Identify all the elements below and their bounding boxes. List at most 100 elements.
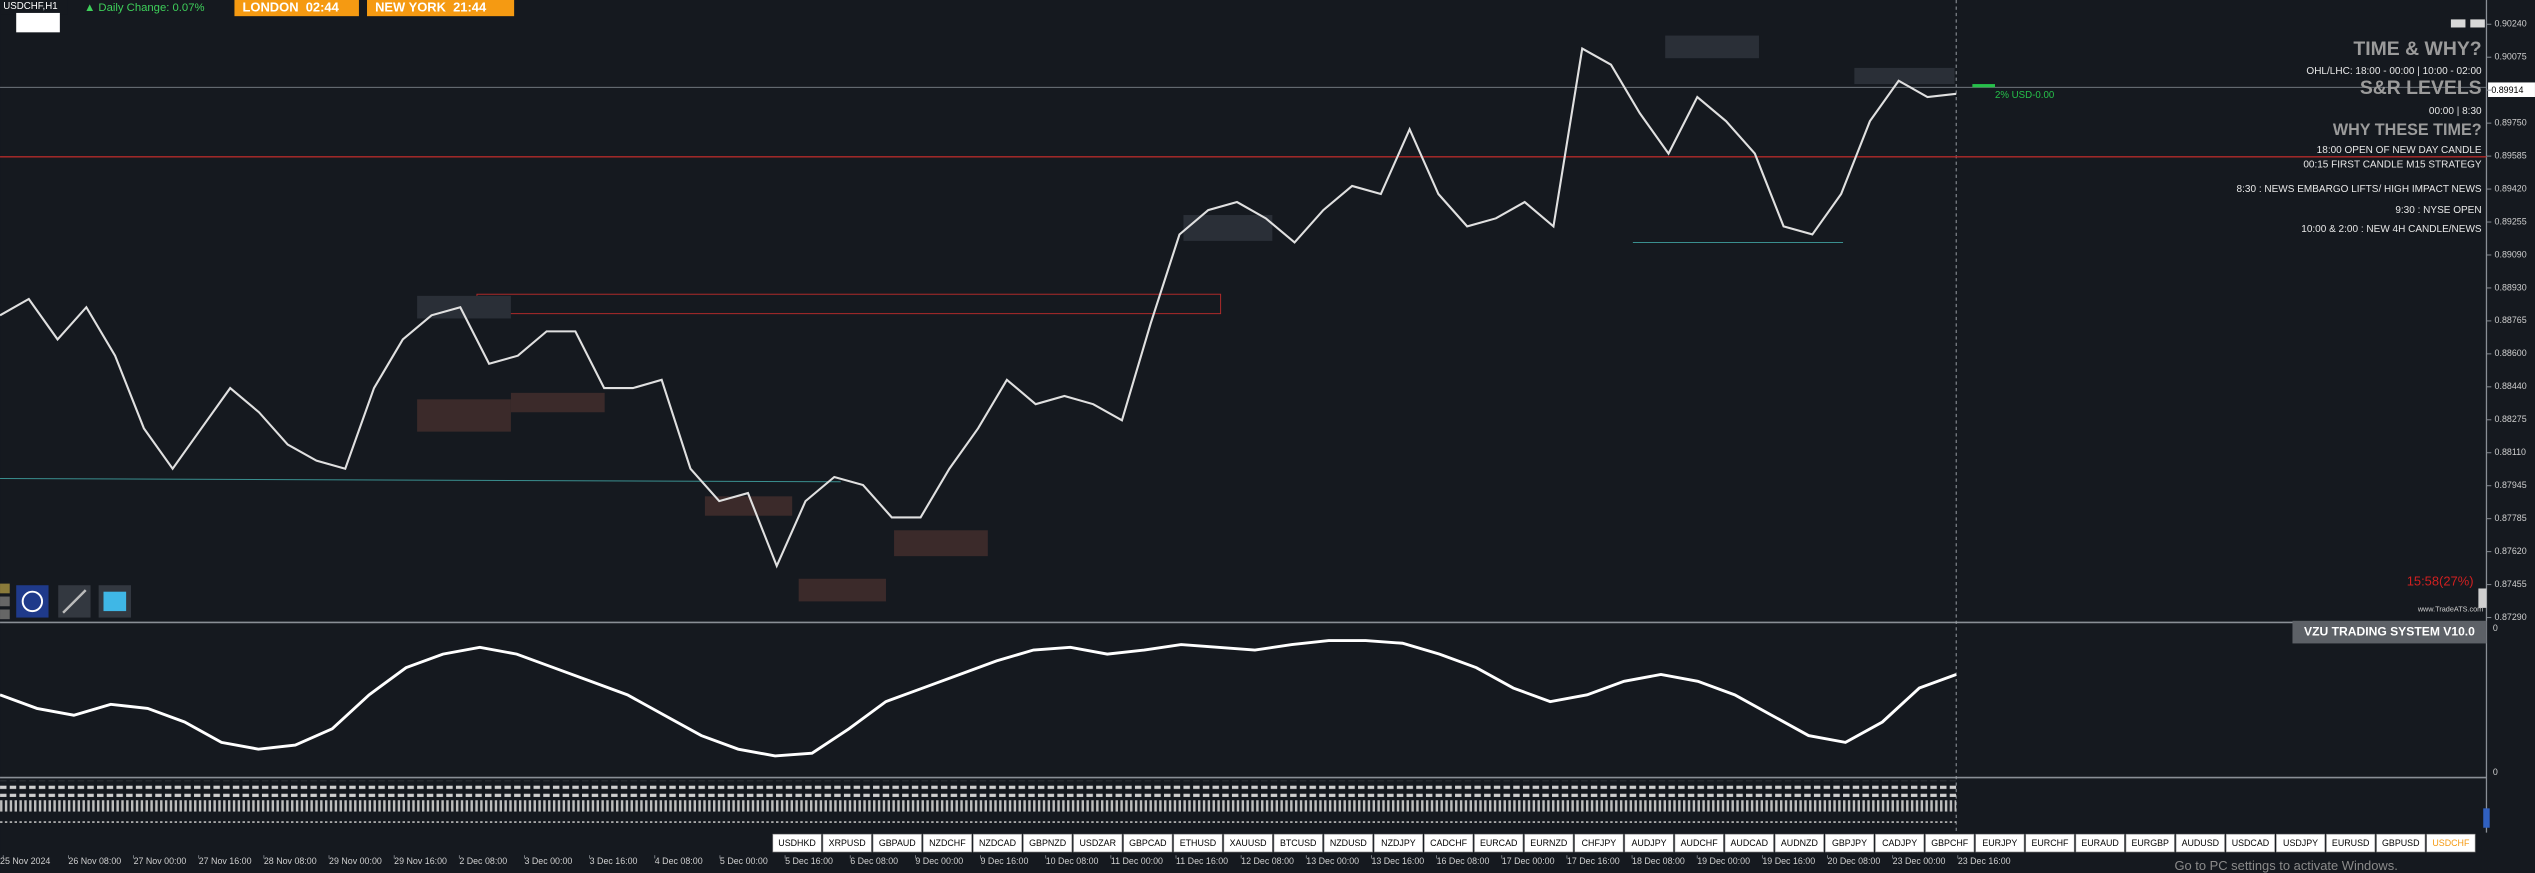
symbol-button[interactable] [1674, 833, 1724, 853]
scroll-handle[interactable] [2483, 808, 2490, 828]
time-label: 13 Dec 00:00 [1306, 856, 1359, 866]
zone [417, 399, 511, 432]
symbol-label: XAUUSD [1230, 838, 1267, 848]
tool-small[interactable] [0, 583, 10, 594]
indicator-name: VZU TRADING SYSTEM V10.0 [2304, 624, 2475, 638]
price-label: 0.88930 [2495, 282, 2527, 292]
symbol-button[interactable] [872, 833, 922, 853]
symbol-button[interactable] [1023, 833, 1073, 853]
symbol-button[interactable] [2025, 833, 2075, 853]
symbol-button[interactable] [1123, 833, 1173, 853]
time-label: 27 Nov 16:00 [199, 856, 252, 866]
time-label: 3 Dec 16:00 [590, 856, 638, 866]
price-label: 0.89585 [2495, 150, 2527, 160]
symbol-button[interactable] [1173, 833, 1223, 853]
symbol-label: BTCUSD [1280, 838, 1317, 848]
symbol-button[interactable] [2376, 833, 2426, 853]
session-newyork: NEW YORK 21:44 [375, 0, 487, 15]
symbol-button[interactable] [1373, 833, 1424, 853]
symbol-button[interactable] [1925, 833, 1975, 853]
panel-text: 8:30 : NEWS EMBARGO LIFTS/ HIGH IMPACT N… [2237, 184, 2482, 195]
price-label: 0.89255 [2495, 216, 2527, 226]
panel-text: 9:30 : NYSE OPEN [2395, 205, 2481, 216]
time-label: 17 Dec 00:00 [1502, 856, 1555, 866]
symbol-button[interactable] [2175, 833, 2225, 853]
tool-crosshair[interactable] [16, 585, 49, 618]
symbol-label: AUDCAD [1731, 838, 1768, 848]
symbol-button[interactable] [2326, 833, 2376, 853]
symbol-button[interactable] [2225, 833, 2276, 853]
scroll-handle[interactable] [2478, 588, 2487, 608]
price-label: 0.87290 [2495, 612, 2527, 622]
tool-small[interactable] [0, 596, 10, 607]
symbol-button[interactable] [1524, 833, 1574, 853]
symbol-label: NZDJPY [1381, 838, 1416, 848]
price-label: 0.87455 [2495, 579, 2527, 589]
symbol-button[interactable] [2075, 833, 2125, 853]
symbol-button[interactable] [1724, 833, 1774, 853]
symbol-label: NZDUSD [1330, 838, 1367, 848]
symbol-button[interactable] [1474, 833, 1524, 853]
symbol-label: EURJPY [1982, 838, 2017, 848]
time-label: 5 Dec 16:00 [785, 856, 833, 866]
time-label: 10 Dec 08:00 [1046, 856, 1099, 866]
zone [510, 392, 605, 413]
time-label: 2 Dec 08:00 [459, 856, 507, 866]
symbol-button[interactable] [1574, 833, 1624, 853]
symbol-button[interactable] [1624, 833, 1674, 853]
panel-title: S&R LEVELS [2360, 77, 2482, 99]
window-button[interactable] [2470, 19, 2485, 28]
zone [704, 496, 793, 516]
symbol-label: GBPCAD [1129, 838, 1166, 848]
panel-title: TIME & WHY? [2353, 38, 2481, 60]
signal-dots [0, 780, 1957, 798]
price-label: 0.90075 [2495, 52, 2527, 62]
indicator-axis-label: 0 [2493, 767, 2498, 777]
symbol-button[interactable] [1073, 833, 1123, 853]
symbol-label: USDJPY [2283, 838, 2318, 848]
tool-small[interactable] [0, 609, 10, 620]
symbol-button[interactable] [2426, 833, 2476, 853]
symbol-button[interactable] [1423, 833, 1474, 853]
time-label: 6 Dec 08:00 [850, 856, 898, 866]
symbol-button[interactable] [1824, 833, 1875, 853]
symbol-label: NZDCHF [929, 838, 966, 848]
zone [894, 530, 988, 557]
price-label: 0.87620 [2495, 546, 2527, 556]
symbol-button[interactable] [1323, 833, 1373, 853]
symbol-button[interactable] [922, 833, 972, 853]
panel-text: 10:00 & 2:00 : NEW 4H CANDLE/NEWS [2301, 224, 2482, 235]
symbol-button[interactable] [1975, 833, 2025, 853]
panel-title: WHY THESE TIME? [2333, 121, 2482, 139]
symbol-label: ETHUSD [1180, 838, 1217, 848]
symbol-label: USDCAD [2232, 838, 2269, 848]
panel-text: 00:15 FIRST CANDLE M15 STRATEGY [2303, 160, 2482, 171]
symbol-button[interactable] [2125, 833, 2175, 853]
symbol-button[interactable] [2275, 833, 2326, 853]
signal-bars [0, 800, 1957, 823]
symbol-label: NZDCAD [979, 838, 1016, 848]
time-label: 9 Dec 00:00 [915, 856, 963, 866]
time-label: 13 Dec 16:00 [1371, 856, 1424, 866]
symbol-button[interactable] [1875, 833, 1925, 853]
symbol-label: EURCAD [1480, 838, 1517, 848]
symbol-button[interactable] [772, 833, 822, 853]
window-button[interactable] [2450, 19, 2466, 28]
time-label: 4 Dec 08:00 [655, 856, 703, 866]
website: www.TradeATS.com [2417, 604, 2483, 613]
risk-label: 2% USD-0.00 [1995, 90, 2055, 101]
symbol-button[interactable] [1273, 833, 1323, 853]
price-line [0, 46, 1957, 569]
symbol-input[interactable] [16, 12, 60, 33]
symbol-button[interactable] [1774, 833, 1824, 853]
time-label: 11 Dec 16:00 [1176, 856, 1228, 866]
symbol-label: XRPUSD [829, 838, 866, 848]
symbol-box [0, 0, 68, 15]
price-label: 0.87945 [2495, 480, 2527, 490]
symbol-button[interactable] [1223, 833, 1273, 853]
time-label: 23 Dec 00:00 [1893, 856, 1946, 866]
price-label: 0.88440 [2495, 381, 2527, 391]
symbol-button[interactable] [822, 833, 872, 853]
symbol-button[interactable] [972, 833, 1023, 853]
